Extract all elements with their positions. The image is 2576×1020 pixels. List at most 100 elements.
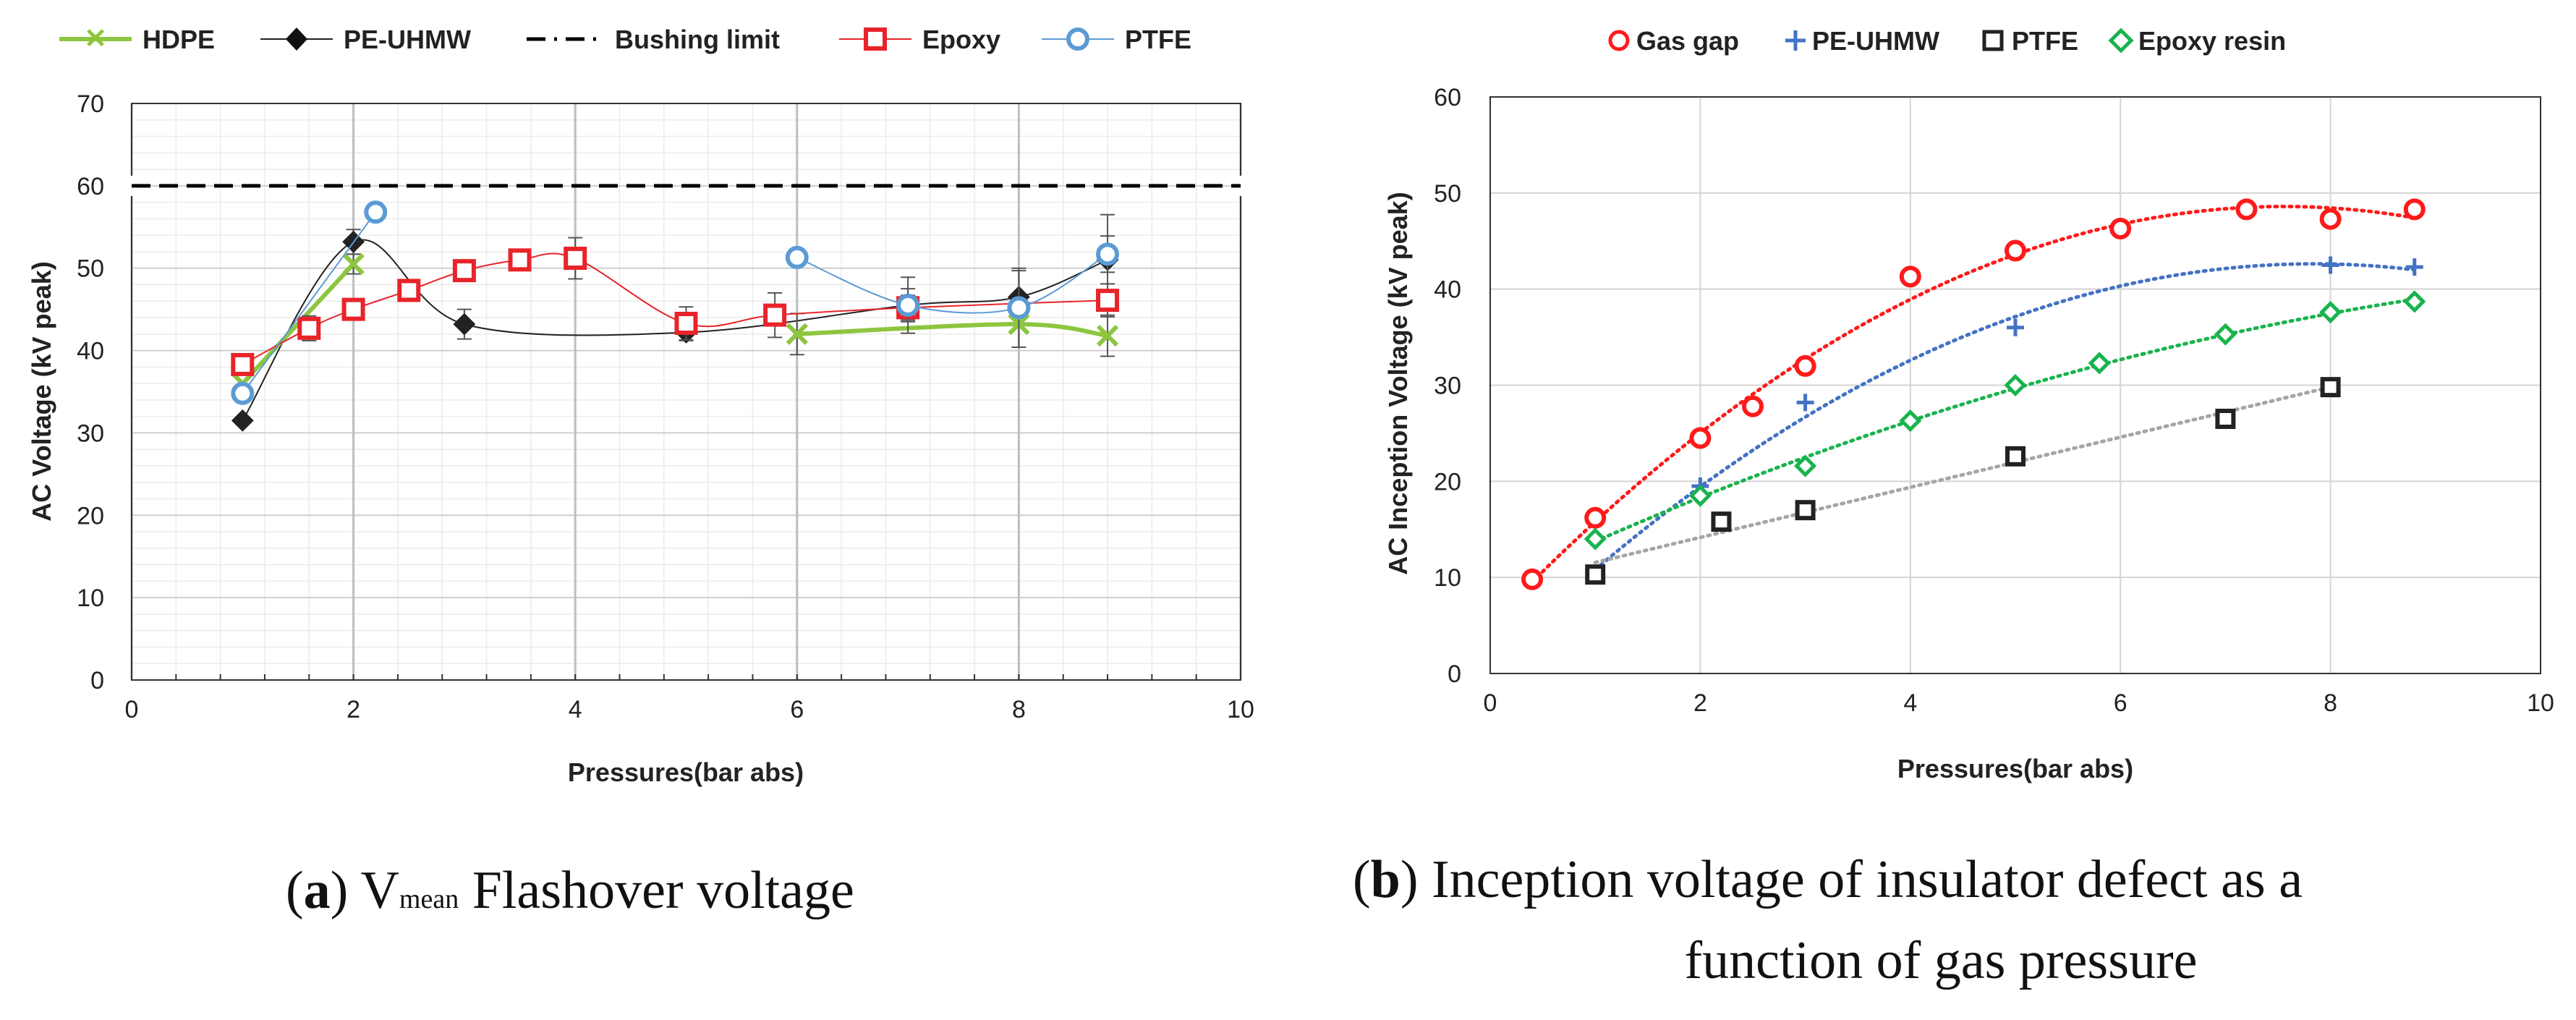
- b-point-gas-gap: [1899, 265, 1921, 288]
- a-x-tick-label: 0: [125, 696, 139, 723]
- a-point-ptfe: [896, 293, 920, 317]
- a-point-epoxy: [452, 259, 476, 283]
- a-x-tick-label: 4: [569, 696, 582, 723]
- b-y-tick-label: 0: [1448, 660, 1461, 688]
- b-point-gas-gap: [1584, 506, 1607, 529]
- b-point-epoxy-resin: [2319, 301, 2342, 324]
- caption-b-line2: function of gas pressure: [1685, 931, 2198, 990]
- b-point-gas-gap: [2005, 239, 2026, 262]
- a-point-ptfe: [1096, 242, 1120, 266]
- a-point-epoxy: [763, 303, 787, 327]
- a-y-tick-label: 40: [77, 338, 104, 365]
- a-line-epoxy: [242, 252, 1108, 365]
- legend-b-ptfe: PTFE: [1982, 26, 2078, 56]
- chart-a-plot-frame: [131, 103, 1241, 681]
- b-y-tick-label: 20: [1434, 468, 1461, 496]
- b-x-tick-label: 2: [1693, 689, 1707, 717]
- a-x-tick-label: 2: [347, 696, 360, 723]
- a-y-tick-label: 50: [77, 255, 104, 283]
- legend-a-hdpe-label: HDPE: [143, 25, 215, 54]
- legend-a-pe-uhmw-label: PE-UHMW: [344, 25, 471, 54]
- svg-text:✕: ✕: [84, 24, 107, 54]
- a-series-ptfe: [231, 200, 1120, 405]
- b-point-gas-gap: [1794, 354, 1816, 377]
- chart-a-minor-grid: [131, 103, 1241, 681]
- a-point-epoxy: [297, 316, 321, 340]
- legend-b-pe-uhmw: PE-UHMW: [1785, 26, 1939, 56]
- a-point-ptfe: [1007, 296, 1031, 320]
- chart-a-series: [231, 200, 1120, 432]
- caption-a-subscript: mean: [399, 884, 459, 914]
- b-x-tick-label: 0: [1484, 689, 1497, 717]
- a-series-epoxy: [231, 237, 1120, 376]
- a-point-pe-uhmw: [453, 313, 476, 336]
- a-point-hdpe: [786, 323, 808, 345]
- legend-a-pe-uhmw: PE-UHMW: [260, 25, 471, 54]
- b-series-epoxy-resin: [1584, 290, 2426, 551]
- chart-a-major-grid: [130, 103, 1242, 681]
- b-trend-epoxy-resin: [1593, 297, 2417, 543]
- legend-b-gas-gap-label: Gas gap: [1636, 26, 1739, 56]
- b-point-epoxy-resin: [2088, 352, 2111, 375]
- chart-a-x-axis-label: Pressures(bar abs): [568, 757, 804, 787]
- b-x-tick-label: 6: [2114, 689, 2127, 717]
- b-point-gas-gap: [1742, 395, 1764, 417]
- b-point-pe-uhmw: [1796, 394, 1814, 412]
- b-point-ptfe: [2005, 446, 2025, 467]
- a-point-ptfe: [364, 200, 388, 224]
- a-y-tick-label: 30: [77, 420, 104, 447]
- b-trend-gas-gap: [1530, 204, 2417, 584]
- legend-a-epoxy: Epoxy: [839, 25, 1000, 54]
- a-line-ptfe: [242, 211, 377, 394]
- chart-a-legend: ✕ HDPE PE-UHMW Bushing limit Epoxy PTFE: [59, 24, 1191, 54]
- a-line-ptfe: [796, 253, 1108, 314]
- b-series-ptfe: [1585, 377, 2341, 585]
- a-point-ptfe: [231, 381, 255, 405]
- caption-b-letter: b: [1371, 850, 1400, 909]
- b-y-tick-label: 60: [1434, 84, 1461, 111]
- b-y-tick-label: 10: [1434, 564, 1461, 592]
- a-point-hdpe: [1096, 324, 1119, 347]
- b-point-pe-uhmw: [2007, 318, 2024, 336]
- b-series-pe-uhmw: [1586, 256, 2423, 585]
- a-point-epoxy: [231, 352, 255, 376]
- chart-b-legend: Gas gap PE-UHMW PTFE Epoxy resin: [1608, 26, 2286, 56]
- b-trend-pe-uhmw: [1593, 262, 2417, 571]
- b-point-ptfe: [1795, 500, 1816, 521]
- a-point-hdpe: [342, 252, 365, 276]
- chart-a-tick-labels: 0 2 4 6 8 10 0 10 20 30 40 50 60 70: [77, 90, 1254, 723]
- a-point-epoxy: [341, 297, 365, 321]
- b-point-gas-gap: [2109, 217, 2132, 239]
- legend-b-gas-gap: Gas gap: [1608, 26, 1739, 56]
- caption-a-v: V: [360, 861, 399, 920]
- a-line-pe-uhmw: [242, 239, 1108, 421]
- caption-a: (a) Vmean Flashover voltage: [286, 861, 854, 920]
- a-x-tick-label: 10: [1227, 696, 1254, 723]
- legend-a-ptfe-label: PTFE: [1125, 25, 1191, 54]
- b-y-tick-label: 40: [1434, 276, 1461, 304]
- a-y-tick-label: 70: [77, 90, 104, 118]
- chart-b-plot-frame: [1489, 96, 2541, 674]
- a-point-epoxy: [564, 247, 587, 271]
- chart-b-y-axis-label: AC Inception Voltage (kV peak): [1383, 192, 1413, 574]
- b-point-gas-gap: [1689, 427, 1712, 449]
- chart-b-x-axis-label: Pressures(bar abs): [1897, 754, 2133, 783]
- legend-a-epoxy-label: Epoxy: [922, 25, 1000, 54]
- legend-b-pe-uhmw-label: PE-UHMW: [1812, 26, 1939, 56]
- legend-a-bushing: Bushing limit: [527, 25, 780, 54]
- legend-b-epoxy-resin: Epoxy resin: [2108, 26, 2286, 56]
- legend-a-bushing-label: Bushing limit: [615, 25, 780, 54]
- a-y-tick-label: 0: [90, 667, 104, 694]
- b-point-gas-gap: [2319, 208, 2342, 230]
- b-x-tick-label: 8: [2324, 689, 2337, 717]
- a-line-hdpe: [796, 322, 1108, 339]
- b-point-ptfe: [1711, 511, 1732, 532]
- b-point-pe-uhmw: [2321, 256, 2339, 274]
- b-point-epoxy-resin: [1899, 409, 1922, 433]
- legend-b-epoxy-resin-label: Epoxy resin: [2138, 26, 2286, 56]
- chart-b-series: [1521, 198, 2426, 590]
- legend-a-ptfe: PTFE: [1042, 25, 1191, 54]
- caption-b-line1-text: Inception voltage of insulator defect as…: [1418, 850, 2303, 909]
